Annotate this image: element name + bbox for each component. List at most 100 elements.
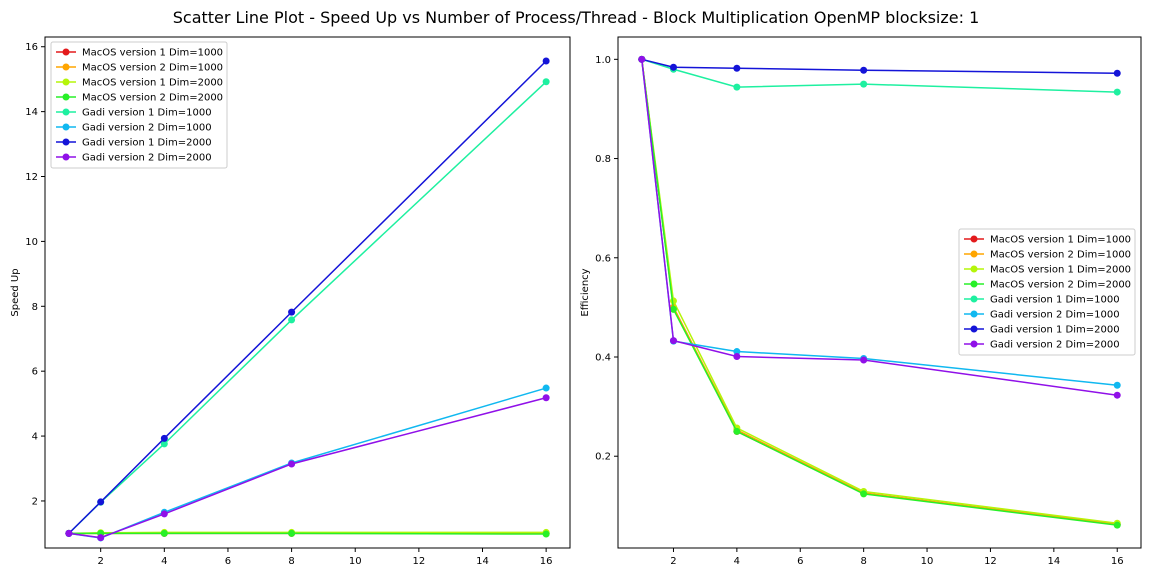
speedup-legend-marker-3 xyxy=(62,93,70,101)
efficiency-series-3-point xyxy=(1113,521,1121,529)
speedup-series-3-point xyxy=(160,529,168,537)
efficiency-series-6-point xyxy=(669,63,677,71)
efficiency-series-5-point xyxy=(1113,381,1121,389)
efficiency-series-line-4 xyxy=(641,58,1118,93)
efficiency-x-tick-label: 2 xyxy=(670,556,676,567)
efficiency-y-tick-label: 0.2 xyxy=(595,452,611,463)
efficiency-x-tick-label: 12 xyxy=(984,556,997,567)
efficiency-legend-label-0: MacOS version 1 Dim=1000 xyxy=(990,235,1131,246)
efficiency-x-tick-label: 6 xyxy=(797,556,803,567)
speedup-legend-label-4: Gadi version 1 Dim=1000 xyxy=(82,108,212,119)
speedup-x-tick-label: 10 xyxy=(349,556,362,567)
speedup-legend-box xyxy=(50,41,228,169)
efficiency-legend-marker-3 xyxy=(970,280,978,288)
speedup-legend-label-3: MacOS version 2 Dim=2000 xyxy=(82,93,223,104)
speedup-legend-label-2: MacOS version 1 Dim=2000 xyxy=(82,78,223,89)
speedup-x-tick-label: 16 xyxy=(540,556,553,567)
efficiency-series-7-point xyxy=(733,352,741,360)
efficiency-series-4-point xyxy=(733,83,741,91)
speedup-legend-label-0: MacOS version 1 Dim=1000 xyxy=(82,48,223,59)
speedup-series-7-point xyxy=(288,460,296,468)
speedup-legend-label-1: MacOS version 2 Dim=1000 xyxy=(82,63,223,74)
efficiency-x-tick-label: 16 xyxy=(1111,556,1124,567)
efficiency-series-7-point xyxy=(1113,391,1121,399)
speedup-series-6-point xyxy=(97,498,105,506)
speedup-legend-marker-0 xyxy=(62,48,70,56)
efficiency-series-4-point xyxy=(860,80,868,88)
speedup-series-4-point xyxy=(542,78,550,86)
speedup-series-7-point xyxy=(542,394,550,402)
efficiency-series-6-point xyxy=(1113,69,1121,77)
efficiency-series-line-6 xyxy=(641,58,1118,74)
speedup-series-3-point xyxy=(288,529,296,537)
speedup-legend-marker-2 xyxy=(62,78,70,86)
efficiency-x-tick-label: 14 xyxy=(1047,556,1060,567)
speedup-y-tick-label: 16 xyxy=(25,42,38,53)
speedup-legend-marker-1 xyxy=(62,63,70,71)
speedup-series-6-point xyxy=(160,434,168,442)
efficiency-series-6-point xyxy=(860,66,868,74)
speedup-y-tick-label: 2 xyxy=(32,496,38,507)
efficiency-y-tick-label: 0.8 xyxy=(595,154,611,165)
speedup-y-tick-label: 6 xyxy=(32,367,38,378)
speedup-series-7-point xyxy=(97,534,105,542)
efficiency-x-tick-label: 4 xyxy=(734,556,740,567)
efficiency-chart: 2 4 6 8 10 12 14 16 0.2 0.4 0.6 0.8 1.0 Efficiency Mac… xyxy=(580,36,1142,567)
efficiency-y-tick-label: 1.0 xyxy=(595,55,611,66)
efficiency-legend-label-1: MacOS version 2 Dim=1000 xyxy=(990,250,1131,261)
speedup-legend-marker-6 xyxy=(62,138,70,146)
efficiency-legend-box xyxy=(958,228,1136,356)
efficiency-legend-label-4: Gadi version 1 Dim=1000 xyxy=(990,295,1120,306)
speedup-x-tick-label: 14 xyxy=(476,556,489,567)
speedup-legend-marker-4 xyxy=(62,108,70,116)
speedup-legend-marker-7 xyxy=(62,153,70,161)
speedup-x-tick-label: 8 xyxy=(288,556,294,567)
speedup-legend-label-6: Gadi version 1 Dim=2000 xyxy=(82,138,212,149)
efficiency-legend-marker-1 xyxy=(970,250,978,258)
efficiency-series-4-point xyxy=(1113,88,1121,96)
speedup-series-line-7 xyxy=(68,397,547,539)
efficiency-legend-label-7: Gadi version 2 Dim=2000 xyxy=(990,340,1120,351)
efficiency-x-tick-label: 8 xyxy=(860,556,866,567)
efficiency-series-3-point xyxy=(860,490,868,498)
efficiency-plot-frame xyxy=(617,36,1142,549)
speedup-series-7-point xyxy=(160,510,168,518)
efficiency-legend-label-3: MacOS version 2 Dim=2000 xyxy=(990,280,1131,291)
efficiency-y-tick-label: 0.6 xyxy=(595,253,611,264)
speedup-y-tick-label: 8 xyxy=(32,302,38,313)
efficiency-x-tick-label: 10 xyxy=(921,556,934,567)
efficiency-series-7-point xyxy=(638,55,646,63)
speedup-y-tick-label: 10 xyxy=(25,237,38,248)
efficiency-series-3-point xyxy=(669,305,677,313)
speedup-series-5-point xyxy=(542,384,550,392)
efficiency-legend-label-5: Gadi version 2 Dim=1000 xyxy=(990,310,1120,321)
efficiency-series-3-point xyxy=(733,427,741,435)
efficiency-y-tick-label: 0.4 xyxy=(595,352,611,363)
speedup-y-tick-label: 14 xyxy=(25,107,38,118)
speedup-legend-label-5: Gadi version 2 Dim=1000 xyxy=(82,123,212,134)
speedup-series-4-point xyxy=(288,316,296,324)
speedup-series-6-point xyxy=(542,57,550,65)
speedup-series-7-point xyxy=(65,529,73,537)
efficiency-series-2-point xyxy=(669,297,677,305)
efficiency-legend-marker-4 xyxy=(970,295,978,303)
efficiency-legend-label-2: MacOS version 1 Dim=2000 xyxy=(990,265,1131,276)
speedup-series-3-point xyxy=(542,530,550,538)
speedup-legend-marker-5 xyxy=(62,123,70,131)
speedup-series-line-3 xyxy=(68,532,547,535)
efficiency-series-7-point xyxy=(860,356,868,364)
speedup-series-6-point xyxy=(288,308,296,316)
efficiency-legend-marker-7 xyxy=(970,340,978,348)
speedup-y-tick-label: 4 xyxy=(32,432,38,443)
efficiency-legend-marker-6 xyxy=(970,325,978,333)
efficiency-legend-marker-5 xyxy=(970,310,978,318)
efficiency-legend-label-6: Gadi version 1 Dim=2000 xyxy=(990,325,1120,336)
speedup-x-tick-label: 4 xyxy=(161,556,167,567)
speedup-x-tick-label: 6 xyxy=(225,556,231,567)
figure-title: Scatter Line Plot - Speed Up vs Number o… xyxy=(172,8,980,27)
speedup-y-tick-label: 12 xyxy=(25,172,38,183)
speedup-series-4-point xyxy=(160,440,168,448)
speedup-y-axis-label: Speed Up xyxy=(10,268,21,316)
speedup-chart: 2 4 6 8 10 12 14 16 2 4 6 8 10 12 14 16 Speed Up MacOS ve… xyxy=(10,36,571,567)
